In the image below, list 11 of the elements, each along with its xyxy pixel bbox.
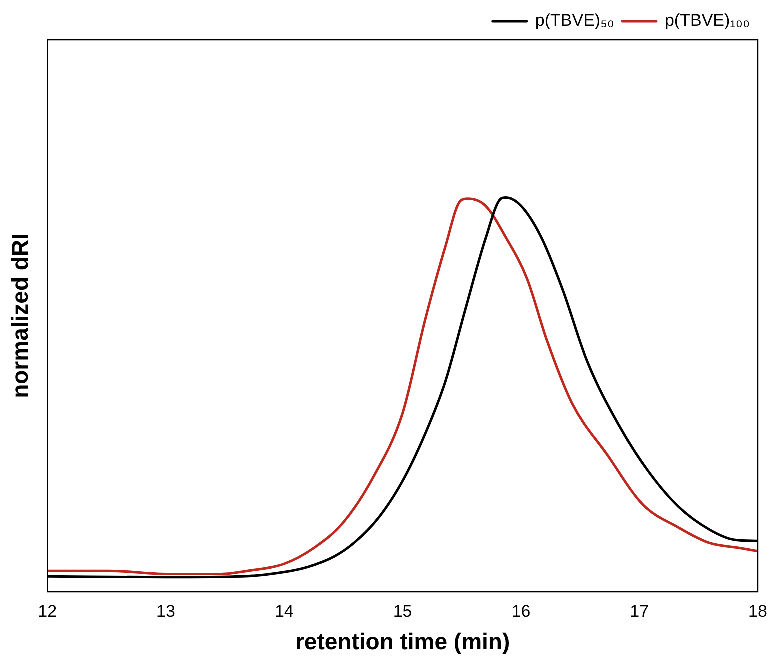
- x-tick-label: 12: [38, 602, 58, 621]
- x-tick-label: 13: [156, 602, 176, 621]
- x-tick-label: 17: [630, 602, 650, 621]
- legend-label: p(TBVE)₁₀₀: [664, 11, 750, 30]
- x-tick-label: 14: [274, 602, 294, 621]
- x-tick-label: 18: [748, 602, 768, 621]
- x-axis-title: retention time (min): [295, 628, 510, 655]
- x-tick-label: 15: [393, 602, 412, 621]
- x-tick-label: 16: [512, 602, 531, 621]
- legend-label: p(TBVE)₅₀: [535, 11, 614, 30]
- y-axis-title: normalized dRI: [7, 234, 34, 398]
